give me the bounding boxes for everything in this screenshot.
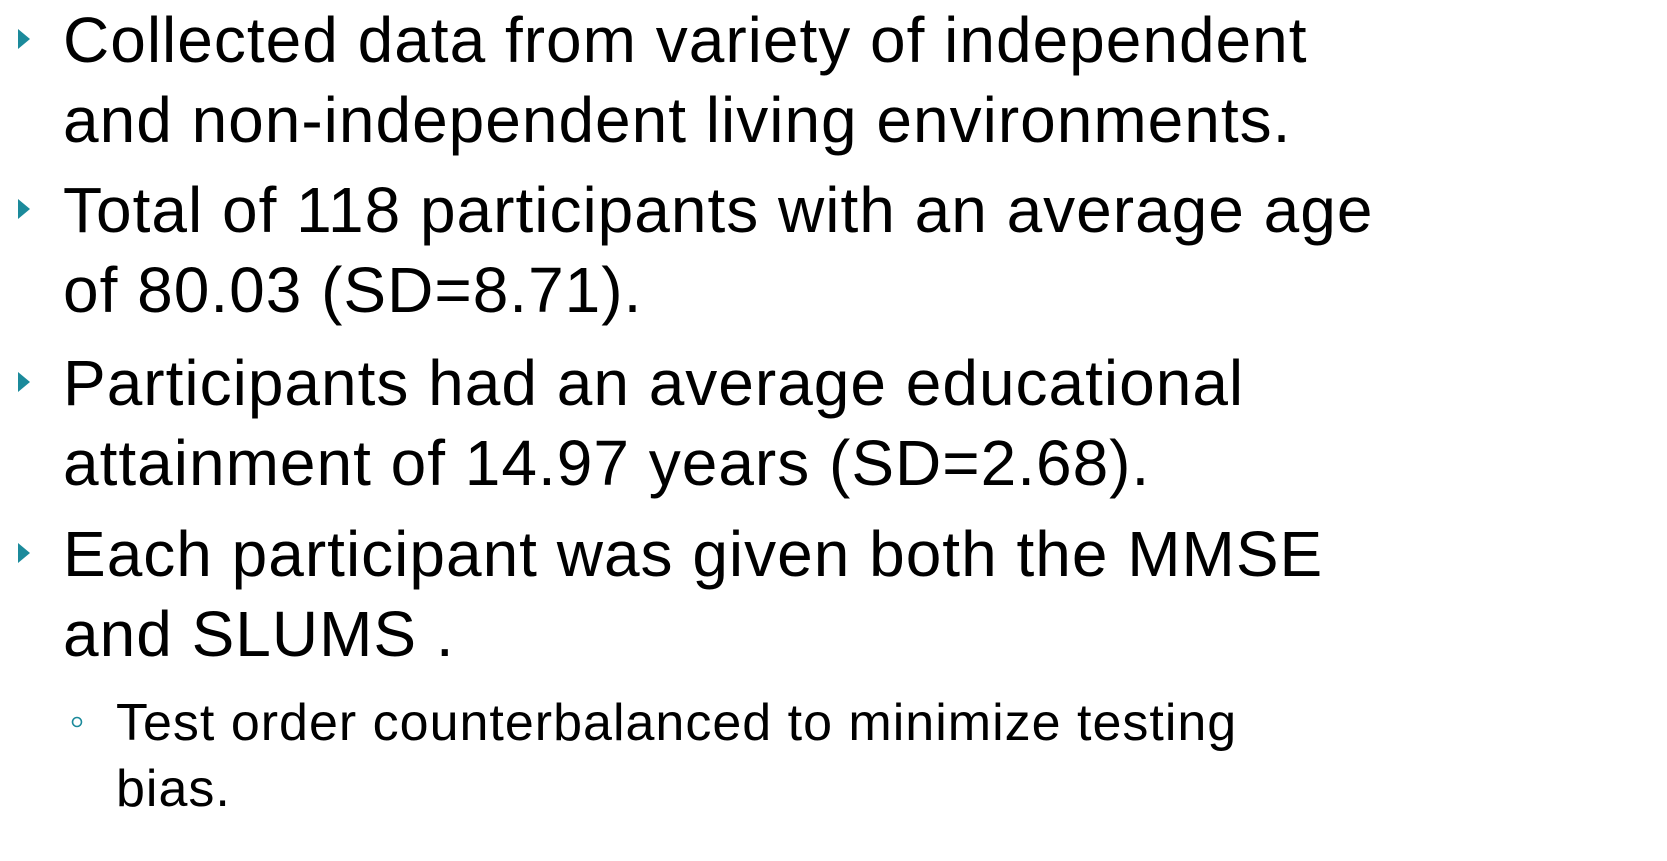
bullet: Participants had an average educational … <box>0 343 1667 503</box>
bullet-text: Total of 118 participants with an averag… <box>63 174 1374 246</box>
bullet: Each participant was given both the MMSE… <box>0 514 1667 674</box>
bullet: Collected data from variety of independe… <box>0 0 1667 160</box>
sub-bullet-text: bias. <box>116 760 231 818</box>
bullet-text: of 80.03 (SD=8.71). <box>63 254 643 326</box>
bullet-text: Collected data from variety of independe… <box>63 4 1308 76</box>
bullet: Total of 118 participants with an averag… <box>0 170 1667 330</box>
sub-bullet-marker <box>71 716 83 728</box>
bullet-text: attainment of 14.97 years (SD=2.68). <box>63 427 1151 499</box>
bullet-marker <box>18 199 30 219</box>
bullet-text: Participants had an average educational <box>63 347 1245 419</box>
bullet-marker <box>18 372 30 392</box>
bullet-marker <box>18 29 30 49</box>
sub-bullet-text: Test order counterbalanced to minimize t… <box>116 694 1238 752</box>
bullet-text: and non-independent living environments. <box>63 84 1292 156</box>
bullet-text: Each participant was given both the MMSE <box>63 518 1324 590</box>
bullet-marker <box>18 543 30 563</box>
sub-bullet: Test order counterbalanced to minimize t… <box>0 690 1667 822</box>
bullet-text: and SLUMS . <box>63 598 455 670</box>
